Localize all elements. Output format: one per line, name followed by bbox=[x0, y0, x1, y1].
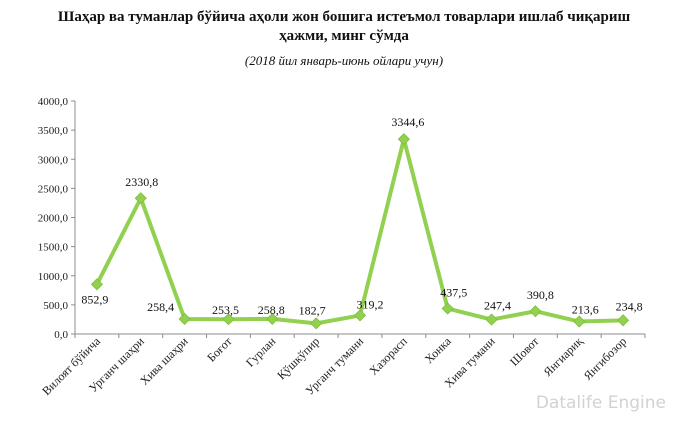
data-point bbox=[134, 192, 147, 205]
data-point bbox=[617, 314, 630, 327]
data-point bbox=[573, 315, 586, 328]
data-point bbox=[222, 313, 235, 326]
data-point bbox=[178, 312, 191, 326]
data-label: 2330,8 bbox=[125, 175, 158, 189]
x-tick-label: Янгиариқ bbox=[541, 334, 586, 379]
y-tick-label: 2500,0 bbox=[38, 183, 69, 195]
data-label: 319,2 bbox=[357, 297, 384, 311]
data-point bbox=[485, 313, 498, 326]
chart-title-line2: ҳажми, минг сўмда bbox=[279, 28, 409, 44]
x-tick-label: Хива шаҳри bbox=[137, 334, 191, 388]
y-tick-label: 4000,0 bbox=[38, 96, 69, 108]
data-label: 213,6 bbox=[572, 303, 599, 317]
data-point bbox=[353, 309, 367, 322]
watermark: Datalife Engine bbox=[535, 393, 666, 413]
x-tick-label: Хонка bbox=[422, 334, 455, 367]
x-tick-label: Шовот bbox=[507, 334, 542, 369]
y-tick-label: 2000,0 bbox=[38, 213, 69, 225]
x-tick-label: Хазорасп bbox=[366, 334, 410, 378]
data-point bbox=[397, 133, 410, 146]
chart-title: Шаҳар ва туманлар бўйича аҳоли жон бошиг… bbox=[0, 8, 688, 46]
x-tick-label: Боғот bbox=[204, 334, 235, 365]
data-label: 253,5 bbox=[212, 303, 239, 317]
data-point bbox=[441, 302, 454, 315]
data-point bbox=[266, 312, 279, 325]
data-label: 3344,6 bbox=[391, 115, 424, 129]
data-label: 852,9 bbox=[81, 292, 108, 306]
y-tick-label: 0,0 bbox=[54, 329, 68, 341]
data-label: 390,8 bbox=[527, 288, 554, 302]
y-tick-label: 500,0 bbox=[43, 300, 68, 312]
data-point bbox=[529, 305, 542, 318]
x-tick-label: Янгибозор bbox=[581, 334, 629, 382]
x-tick-label: Гурлан bbox=[243, 334, 279, 370]
data-label: 258,8 bbox=[258, 303, 285, 317]
data-label: 437,5 bbox=[440, 286, 467, 300]
data-label: 182,7 bbox=[299, 303, 326, 317]
data-label: 258,4 bbox=[147, 300, 174, 314]
y-tick-label: 1000,0 bbox=[38, 271, 69, 283]
y-tick-label: 1500,0 bbox=[38, 242, 69, 254]
data-point bbox=[90, 278, 103, 291]
y-tick-label: 3000,0 bbox=[38, 154, 69, 166]
data-label: 247,4 bbox=[484, 299, 511, 313]
chart-title-line1: Шаҳар ва туманлар бўйича аҳоли жон бошиг… bbox=[57, 9, 631, 25]
y-tick-label: 3500,0 bbox=[38, 125, 69, 137]
data-label: 234,8 bbox=[616, 299, 643, 313]
chart-subtitle: (2018 йил январь-июнь ойлари учун) bbox=[244, 53, 444, 68]
data-point bbox=[310, 317, 323, 330]
